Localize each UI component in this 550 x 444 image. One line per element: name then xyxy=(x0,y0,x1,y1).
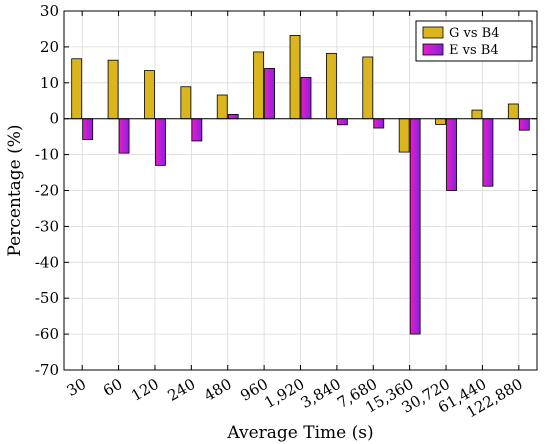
y-tick-label: 10 xyxy=(40,74,59,92)
bar-g-vs-b4 xyxy=(253,51,265,120)
bar-e-vs-b4 xyxy=(155,118,166,166)
legend-swatch-g-vs-b4 xyxy=(422,26,444,39)
bar-g-vs-b4 xyxy=(398,118,410,153)
bar-e-vs-b4 xyxy=(373,118,385,129)
y-axis-label: Percentage (%) xyxy=(5,124,25,256)
legend: G vs B4 E vs B4 xyxy=(415,20,533,62)
y-tick-label: -50 xyxy=(35,289,59,307)
y-tick-label: -70 xyxy=(35,361,59,379)
y-tick-label: -30 xyxy=(35,217,59,235)
bar-e-vs-b4 xyxy=(409,118,421,335)
bar-e-vs-b4 xyxy=(300,77,312,120)
bar-e-vs-b4 xyxy=(336,118,348,126)
bar-g-vs-b4 xyxy=(144,70,155,120)
legend-label-e-vs-b4: E vs B4 xyxy=(449,43,499,58)
y-tick-label: -20 xyxy=(35,182,59,200)
y-tick-label: -40 xyxy=(35,253,59,271)
legend-swatch-e-vs-b4 xyxy=(422,43,444,56)
x-tick-label: 1,920 xyxy=(261,375,307,412)
bar-g-vs-b4 xyxy=(107,59,119,120)
bar-g-vs-b4 xyxy=(362,56,374,120)
y-tick-label: 0 xyxy=(49,110,59,128)
y-tick-label: 30 xyxy=(40,2,59,20)
x-tick-label: 30 xyxy=(64,375,90,400)
bar-e-vs-b4 xyxy=(518,118,530,131)
bar-g-vs-b4 xyxy=(325,52,337,120)
y-tick-label: 20 xyxy=(40,38,59,56)
bar-g-vs-b4 xyxy=(507,103,519,120)
x-tick-label: 3,840 xyxy=(298,375,344,412)
bar-e-vs-b4 xyxy=(191,118,203,142)
x-tick-label: 240 xyxy=(165,375,199,405)
y-tick-label: -10 xyxy=(35,146,59,164)
bar-e-vs-b4 xyxy=(264,68,276,120)
bar-g-vs-b4 xyxy=(471,109,483,120)
x-tick-label: 480 xyxy=(201,375,235,405)
bar-g-vs-b4 xyxy=(289,35,301,120)
x-tick-label: 60 xyxy=(100,375,126,400)
bar-e-vs-b4 xyxy=(446,118,457,191)
x-axis-label: Average Time (s) xyxy=(226,423,373,443)
bar-g-vs-b4 xyxy=(180,86,192,120)
bar-g-vs-b4 xyxy=(71,58,83,120)
bar-e-vs-b4 xyxy=(118,118,130,154)
x-tick-label: 120 xyxy=(128,375,162,405)
bar-e-vs-b4 xyxy=(482,118,494,187)
bar-e-vs-b4 xyxy=(82,118,94,140)
bar-g-vs-b4 xyxy=(435,118,446,125)
grid-lines xyxy=(64,10,537,371)
bar-g-vs-b4 xyxy=(216,94,228,120)
legend-label-g-vs-b4: G vs B4 xyxy=(449,26,500,41)
y-tick-label: -60 xyxy=(35,325,59,343)
y-axis-ticks: 30 20 10 0 -10 -20 -30 -40 -50 -60 -70 xyxy=(35,2,537,379)
bar-e-vs-b4 xyxy=(227,113,239,120)
